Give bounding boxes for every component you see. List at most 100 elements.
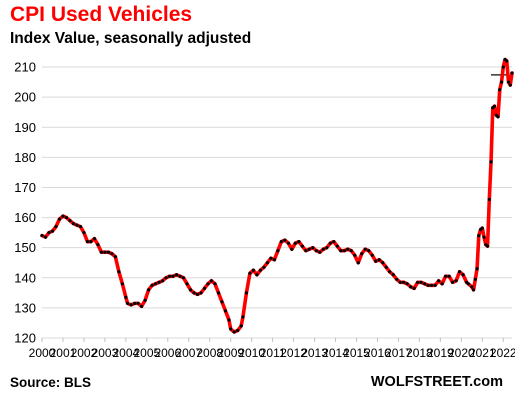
x-tick-label-2002: 2002 [71,346,98,360]
data-point-2007-04 [192,291,196,295]
data-point-2016-12 [395,277,399,281]
data-point-2020-08 [471,288,476,292]
data-point-2010-12 [269,256,273,260]
data-point-2018-10 [433,283,437,287]
data-point-2020-09 [473,277,477,281]
data-point-2000-03 [43,235,48,239]
data-point-2011-06 [279,240,283,244]
data-point-2017-10 [412,286,416,290]
x-tick-label-2006: 2006 [154,346,181,360]
y-tick-label-130: 130 [14,300,36,315]
x-tick-label-2000: 2000 [29,346,56,360]
data-point-2002-11 [99,250,104,254]
x-tick-label-2015: 2015 [343,346,370,360]
data-point-2000-07 [50,229,55,233]
data-point-2011-10 [286,241,290,245]
data-point-2021-06 [489,160,493,164]
data-point-2000-09 [54,225,58,229]
data-point-2013-10 [328,241,332,245]
data-point-2019-12 [457,270,462,274]
x-tick-label-2009: 2009 [217,346,244,360]
data-point-2012-04 [297,240,301,244]
data-point-2006-12 [185,282,189,286]
data-point-2009-10 [244,291,249,295]
data-point-2017-08 [409,285,413,289]
data-point-2017-04 [402,280,406,284]
data-point-2001-11 [78,225,83,229]
data-point-2022-01 [501,65,505,69]
data-point-2000-05 [47,231,51,235]
x-tick-label-2021: 2021 [469,346,496,360]
data-point-2009-07 [239,324,243,328]
data-point-2020-02 [461,273,465,277]
x-tick-label-2003: 2003 [92,346,119,360]
data-point-2005-04 [150,283,154,287]
data-point-2022-05 [508,83,512,87]
data-point-2013-06 [321,247,325,251]
x-tick-label-2018: 2018 [406,346,433,360]
x-tick-label-2011: 2011 [260,346,286,360]
x-tick-label-2008: 2008 [196,346,223,360]
data-point-2015-10 [370,253,374,257]
y-tick-label-180: 180 [14,150,36,165]
data-point-2014-02 [335,244,339,248]
data-point-2002-03 [85,240,90,244]
y-tick-label-150: 150 [14,240,36,255]
data-point-2010-04 [255,273,259,277]
data-point-2002-07 [92,237,97,241]
data-point-2014-12 [353,253,357,257]
data-point-2012-06 [300,244,304,248]
x-tick-label-2016: 2016 [364,346,391,360]
data-point-2001-09 [75,223,79,227]
series-line-0 [40,57,514,334]
data-point-2021-02 [482,235,486,239]
data-point-2021-04 [485,244,490,248]
data-point-2016-06 [384,265,388,269]
data-point-2002-09 [96,243,100,247]
data-point-2016-10 [391,273,395,277]
y-axis-ticks: 120 130 140 150 160 170 180 190 200 210 [14,60,36,346]
data-point-2012-10 [307,247,311,251]
data-point-2009-03 [232,330,236,334]
data-point-2000-11 [57,217,62,221]
data-point-2004-12 [143,298,147,302]
x-tick-label-2010: 2010 [238,346,265,360]
data-point-2010-08 [262,265,266,269]
data-point-2004-08 [136,301,140,305]
data-point-2003-11 [120,282,124,286]
data-point-2021-08 [492,104,497,108]
data-point-2012-02 [293,241,297,245]
data-point-2005-02 [146,288,151,292]
data-point-2006-02 [167,274,172,278]
data-point-2018-06 [426,283,430,287]
data-point-2001-07 [71,222,76,226]
source-label: Source: BLS [10,375,92,390]
data-point-2014-06 [342,249,346,253]
data-point-2013-08 [325,246,329,250]
data-point-2017-02 [398,280,402,284]
data-point-2011-02 [272,258,276,262]
x-tick-label-2019: 2019 [427,346,454,360]
data-point-2017-12 [416,280,420,284]
data-point-2004-01 [124,295,128,299]
data-point-2003-03 [106,250,110,254]
data-point-2014-08 [346,247,350,251]
x-tick-label-2004: 2004 [113,346,140,360]
y-tick-label-160: 160 [14,210,36,225]
data-point-2009-08 [241,315,245,319]
data-point-2008-06 [216,291,221,295]
data-point-2003-07 [113,255,117,259]
data-point-2004-02 [126,301,130,305]
x-tick-label-2005: 2005 [133,346,160,360]
data-point-2004-10 [139,304,144,308]
data-point-2001-05 [68,218,72,223]
data-point-2016-04 [381,261,385,265]
data-point-2008-02 [209,279,214,283]
data-point-2018-12 [437,279,441,283]
data-point-2015-06 [363,247,367,251]
data-point-2020-11 [477,234,481,238]
series-group [40,57,514,334]
data-point-2008-10 [223,309,228,313]
data-point-2021-10 [496,115,500,119]
brand-label: WOLFSTREET.com [370,374,503,390]
